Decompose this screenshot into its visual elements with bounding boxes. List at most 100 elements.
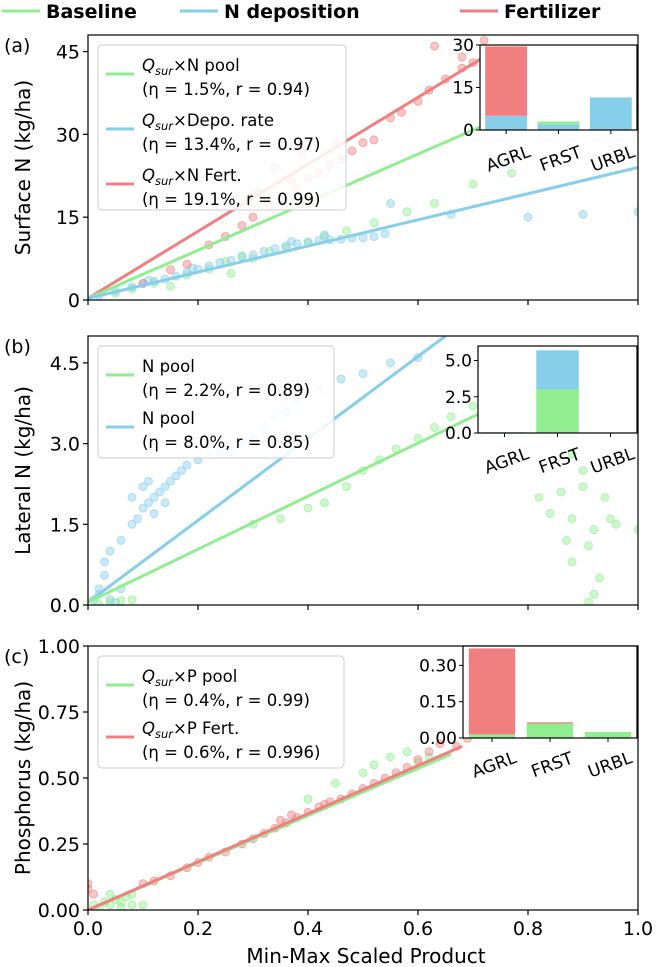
inset-y-label: 30	[452, 36, 474, 56]
scatter-point	[347, 146, 357, 156]
y-tick-label: 0.0	[50, 595, 80, 617]
scatter-point	[149, 509, 159, 518]
scatter-point	[507, 168, 516, 178]
y-tick-label: 0	[68, 290, 80, 312]
scatter-point	[556, 487, 566, 497]
legend-stats: (η = 0.4%, r = 0.99)	[142, 691, 310, 710]
panel-tag: (c)	[4, 646, 29, 668]
scatter-point	[578, 210, 588, 219]
scatter-point	[270, 244, 280, 254]
scatter-point	[336, 374, 346, 384]
scatter-point	[430, 198, 439, 208]
top-legend-label: N deposition	[224, 1, 360, 23]
scatter-point	[567, 449, 577, 459]
x-tick-label: 0.0	[73, 918, 103, 940]
legend-symbol: Q	[142, 111, 155, 130]
inset-x-label: FRST	[536, 444, 584, 478]
scatter-point	[166, 476, 175, 486]
inset-y-label: 15	[452, 79, 474, 99]
inset-y-label: 0.30	[419, 656, 457, 676]
scatter-point	[342, 226, 351, 236]
legend-title: N pool	[142, 409, 195, 428]
scatter-point	[413, 755, 423, 764]
scatter-point	[578, 482, 588, 492]
legend-symbol: Q	[142, 667, 155, 686]
scatter-point	[105, 595, 115, 605]
scatter-point	[226, 269, 236, 278]
scatter-point	[386, 358, 395, 368]
panel-c: 0.0 0.2 0.4 0.6 0.8 1.0 0.00 0.25 0.50 0.75 1.00 Ph…	[4, 636, 653, 940]
scatter-point	[611, 519, 621, 529]
panel-b: 0.0 1.5 3.0 4.5 Lateral N (kg/ha) (b) N pool (η…	[4, 335, 639, 617]
scatter-point	[171, 471, 181, 481]
legend-box	[97, 655, 345, 769]
x-tick-label: 0.2	[183, 918, 213, 940]
scatter-point	[138, 900, 148, 910]
inset-bar	[536, 389, 579, 433]
legend-subscript: sur	[155, 727, 174, 741]
legend-subscript: sur	[155, 64, 174, 78]
scatter-point	[342, 482, 351, 492]
scatter-point	[116, 902, 126, 910]
scatter-point	[248, 212, 258, 222]
scatter-point	[144, 498, 153, 508]
fit-line-fertilizer	[88, 744, 463, 910]
scatter-point	[303, 503, 313, 513]
inset-x-label: URBL	[588, 142, 638, 176]
legend-symbol: Q	[142, 166, 155, 185]
legend-stats: (η = 1.5%, r = 0.94)	[142, 80, 310, 99]
scatter-point	[380, 229, 390, 239]
inset-frame	[479, 44, 638, 131]
scatter-point	[369, 135, 379, 145]
legend-stats: (η = 0.6%, r = 0.996)	[142, 743, 320, 762]
inset-x-label: FRST	[529, 748, 577, 782]
scatter-point	[100, 571, 109, 580]
y-axis-label: Surface N (kg/ha)	[11, 80, 35, 255]
scatter-point	[303, 794, 313, 804]
y-tick-label: 3.0	[50, 434, 80, 456]
legend-stats: (η = 19.1%, r = 0.99)	[142, 190, 320, 209]
y-tick-label: 0.75	[38, 702, 80, 724]
legend-text: ×N pool	[173, 56, 240, 75]
inset-bar	[537, 124, 580, 130]
inset-bar	[468, 734, 516, 738]
scatter-point	[468, 401, 478, 411]
scatter-point	[182, 460, 192, 470]
scatter-point	[369, 232, 379, 241]
legend-title: Qsur×Depo. rate	[142, 111, 274, 133]
top-legend-label: Baseline	[46, 1, 137, 23]
scatter-point	[534, 492, 544, 502]
inset-y-label: 2.5	[445, 388, 472, 408]
scatter-point	[177, 466, 186, 475]
inset-y-label: 0.00	[419, 729, 457, 749]
inset-bar	[536, 350, 579, 390]
legend-stats: (η = 8.0%, r = 0.85)	[142, 433, 310, 452]
inset-bar	[589, 97, 632, 130]
scatter-series-deposition	[94, 198, 638, 300]
axes-frame	[87, 335, 639, 606]
y-axis-label: Phosphorus (kg/ha)	[11, 681, 35, 875]
scatter-point	[116, 596, 126, 605]
scatter-point	[424, 747, 434, 756]
scatter-point	[578, 466, 588, 475]
inset-bar	[537, 121, 580, 125]
scatter-point	[287, 237, 296, 246]
scatter-point	[567, 557, 577, 567]
scatter-point	[127, 519, 137, 529]
legend-text: ×P pool	[173, 667, 237, 686]
scatter-point	[105, 889, 115, 899]
axes-frame	[87, 34, 639, 301]
scatter-point	[276, 514, 285, 524]
scatter-point	[160, 498, 170, 508]
scatter-point	[430, 41, 439, 51]
legend-title: Qsur×N Fert.	[142, 166, 242, 188]
scatter-point	[94, 599, 104, 605]
scatter-point	[435, 739, 445, 749]
scatter-point	[133, 514, 142, 524]
legend: N pool (η = 2.2%, r = 0.89) N pool (η = 8.0…	[97, 345, 335, 459]
scatter-point	[369, 218, 379, 228]
scatter-point	[149, 492, 159, 502]
scatter-point	[144, 476, 153, 486]
